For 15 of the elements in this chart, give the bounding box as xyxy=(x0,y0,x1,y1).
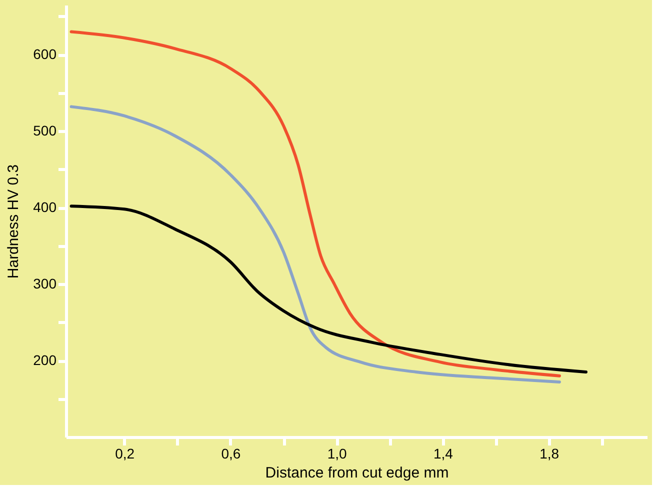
x-tick-label: 0,2 xyxy=(115,446,135,462)
y-axis-title: Hardness HV 0.3 xyxy=(5,164,22,279)
x-tick-label: 1,8 xyxy=(540,446,560,462)
y-tick-label: 200 xyxy=(33,352,57,368)
x-tick-label: 1,0 xyxy=(327,446,348,462)
x-tick-label: 0,6 xyxy=(221,446,241,462)
y-tick-label: 300 xyxy=(33,276,57,292)
y-tick-label: 500 xyxy=(33,122,57,139)
line-series xyxy=(70,105,561,384)
x-tick-label: 1,4 xyxy=(433,446,454,462)
y-tick-label: 400 xyxy=(33,199,57,216)
line-series xyxy=(70,204,588,374)
line-series xyxy=(70,30,561,378)
y-tick-label: 600 xyxy=(33,46,57,62)
x-axis-title: Distance from cut edge mm xyxy=(265,464,449,482)
